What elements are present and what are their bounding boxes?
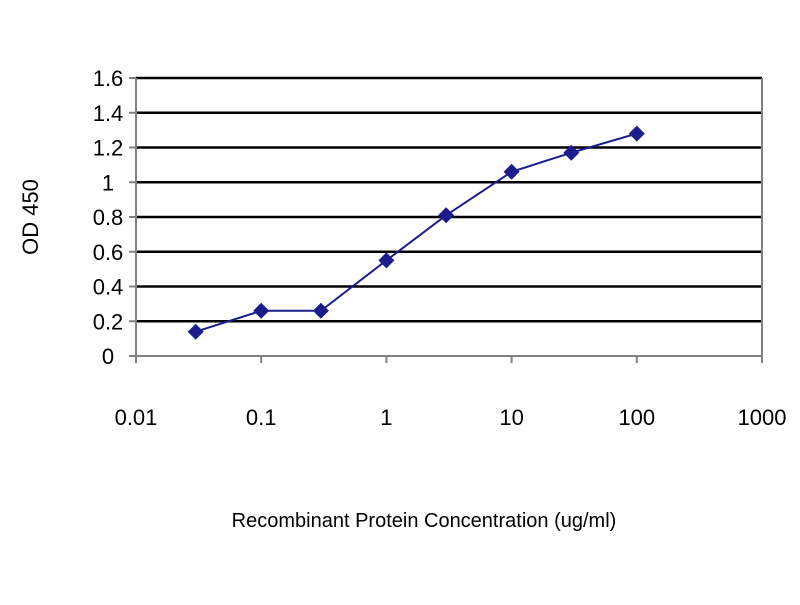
- series-line: [195, 132, 638, 333]
- data-point-marker: [503, 163, 520, 180]
- plot-frame: [129, 77, 763, 357]
- gridlines: [136, 76, 762, 323]
- data-point-marker: [563, 144, 580, 161]
- y-tick-label: 0.2: [93, 309, 124, 334]
- x-axis-tick-labels: 0.01 0.1 1 10 100 1000: [115, 405, 787, 430]
- y-tick-label: 0.8: [93, 205, 124, 230]
- x-axis-title: Recombinant Protein Concentration (ug/ml…: [232, 510, 617, 532]
- x-tick-label: 1: [380, 405, 392, 430]
- y-tick-label: 0: [102, 344, 114, 369]
- y-axis-tick-labels: 0 0.2 0.4 0.6 0.8 1 1.2 1.4 1.6: [93, 66, 124, 369]
- x-tick-label: 1000: [738, 405, 787, 430]
- x-tick-label: 0.1: [246, 405, 277, 430]
- x-tick-label: 0.01: [115, 405, 158, 430]
- y-tick-label: 0.6: [93, 240, 124, 265]
- data-point-marker: [438, 207, 455, 224]
- y-tick-label: 1.4: [93, 101, 124, 126]
- data-point-marker: [187, 323, 204, 340]
- y-tick-label: 1.2: [93, 136, 124, 161]
- y-tick-label: 0.4: [93, 275, 124, 300]
- data-point-marker: [253, 302, 270, 319]
- y-axis-title: OD 450: [18, 179, 43, 255]
- data-point-marker: [378, 252, 395, 269]
- x-tick-label: 10: [499, 405, 523, 430]
- data-series: [187, 125, 645, 340]
- y-tick-label: 1.6: [93, 66, 124, 91]
- data-point-marker: [312, 302, 329, 319]
- x-axis-tick-marks: [135, 356, 763, 363]
- data-point-marker: [628, 125, 645, 142]
- y-tick-label: 1: [102, 170, 114, 195]
- x-tick-label: 100: [618, 405, 655, 430]
